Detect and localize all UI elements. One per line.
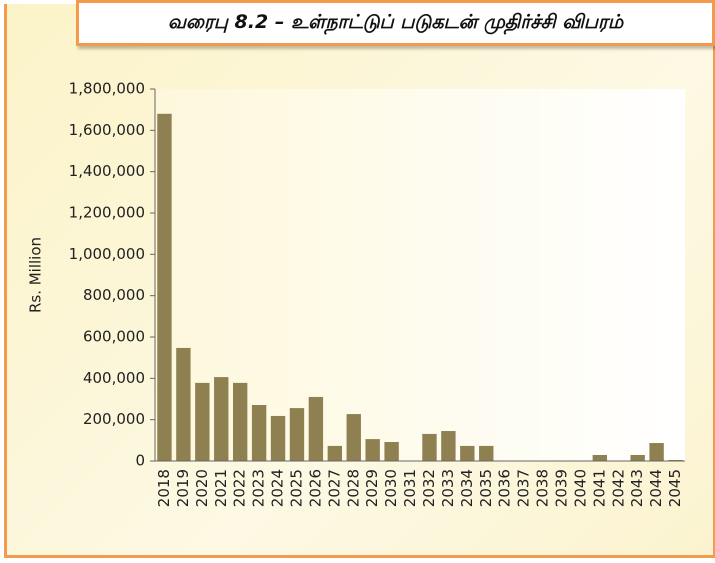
y-tick-label: 800,000 xyxy=(83,286,145,304)
chart-title: வரைபு 8.2 – உள்நாட்டுப் படுகடன் முதிர்ச்… xyxy=(76,0,715,46)
bar xyxy=(460,445,475,461)
x-tick-label: 2034 xyxy=(458,469,476,507)
bar xyxy=(308,396,324,461)
bar xyxy=(289,408,305,461)
bar xyxy=(157,113,172,462)
x-tick-label: 2043 xyxy=(628,469,646,507)
x-tick-label: 2037 xyxy=(515,469,533,507)
x-tick-label: 2030 xyxy=(382,469,400,507)
x-tick-label: 2026 xyxy=(306,469,324,507)
y-axis-label: Rs. Million xyxy=(27,237,45,313)
x-tick-label: 2039 xyxy=(552,469,570,507)
x-tick-label: 2036 xyxy=(496,469,514,507)
x-tick-label: 2042 xyxy=(609,469,627,507)
x-tick-label: 2025 xyxy=(287,469,305,507)
x-tick-label: 2035 xyxy=(477,469,495,507)
x-tick-label: 2020 xyxy=(193,469,211,507)
x-tick-label: 2044 xyxy=(647,469,665,507)
x-tick-label: 2029 xyxy=(363,469,381,507)
x-tick-label: 2033 xyxy=(439,469,457,507)
bar xyxy=(327,445,343,461)
x-tick-label: 2040 xyxy=(571,469,589,507)
x-tick-label: 2041 xyxy=(590,469,608,507)
bar xyxy=(346,414,361,461)
bar xyxy=(649,443,664,461)
x-tick-label: 2024 xyxy=(269,469,287,507)
bar xyxy=(251,404,267,461)
x-tick-label: 2021 xyxy=(212,469,230,507)
bar xyxy=(176,347,191,461)
y-tick-label: 400,000 xyxy=(83,369,145,387)
bar xyxy=(668,459,683,461)
bar xyxy=(365,439,380,461)
bar xyxy=(195,382,210,461)
x-tick-label: 2031 xyxy=(401,469,419,507)
x-tick-label: 2027 xyxy=(325,469,343,507)
y-tick-label: 1,400,000 xyxy=(69,162,145,180)
x-tick-label: 2023 xyxy=(250,469,268,507)
bar xyxy=(384,441,399,461)
y-tick-label: 600,000 xyxy=(83,328,145,346)
x-tick-label: 2022 xyxy=(231,469,249,507)
x-tick-label: 2018 xyxy=(155,469,173,507)
bar xyxy=(592,455,608,461)
x-tick-label: 2032 xyxy=(420,469,438,507)
x-tick-label: 2045 xyxy=(666,469,684,507)
x-tick-label: 2019 xyxy=(174,469,192,507)
bar xyxy=(270,415,286,461)
x-tick-label: 2038 xyxy=(534,469,552,507)
bar xyxy=(422,433,437,461)
x-tick-label: 2028 xyxy=(344,469,362,507)
y-tick-label: 1,600,000 xyxy=(69,121,145,139)
y-tick-label: 1,200,000 xyxy=(69,204,145,222)
bar xyxy=(441,431,456,461)
y-tick-label: 0 xyxy=(135,452,145,470)
y-tick-label: 1,000,000 xyxy=(69,245,145,263)
y-tick-label: 200,000 xyxy=(83,410,145,428)
bar xyxy=(479,445,494,461)
bar xyxy=(232,382,248,461)
bar xyxy=(214,377,229,461)
y-tick-label: 1,800,000 xyxy=(69,80,145,98)
bar xyxy=(630,455,645,461)
